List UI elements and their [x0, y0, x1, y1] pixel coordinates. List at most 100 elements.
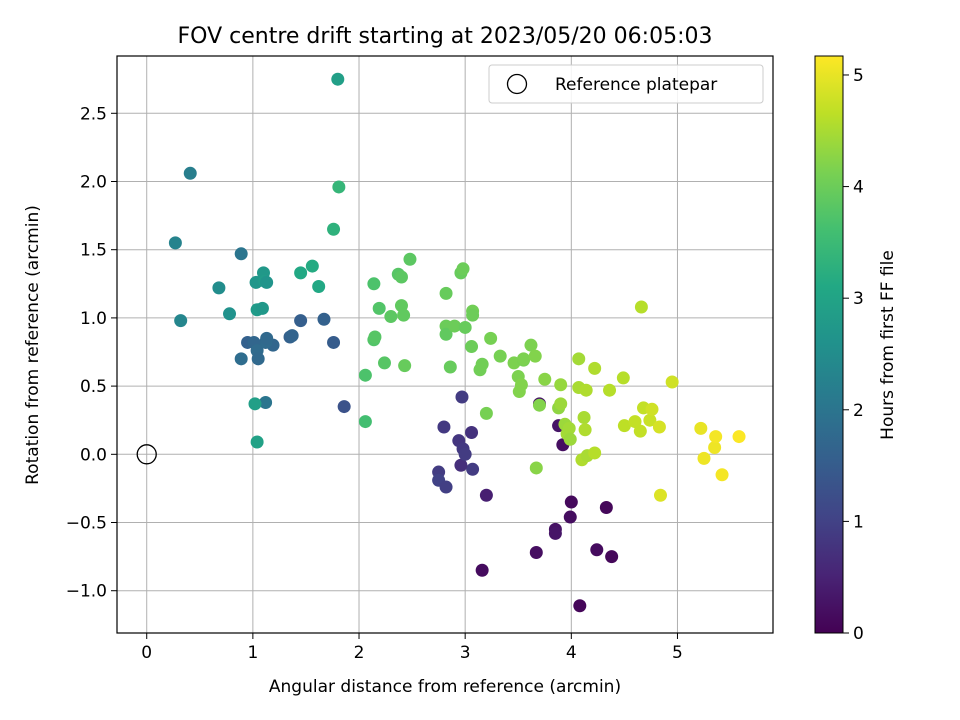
chart-title: FOV centre drift starting at 2023/05/20 … — [178, 24, 713, 49]
scatter-point — [312, 280, 326, 294]
scatter-point — [563, 432, 577, 446]
scatter-point — [732, 430, 746, 444]
colorbar-ticks: 0 1 2 3 4 5 — [843, 66, 864, 644]
scatter-point — [554, 378, 568, 392]
y-axis-label: Rotation from reference (arcmin) — [23, 205, 43, 485]
scatter-point — [327, 335, 341, 349]
x-tick-label: 3 — [460, 643, 471, 663]
scatter-point — [174, 314, 188, 328]
y-tick-label: 1.5 — [80, 241, 107, 261]
plot-frame — [116, 55, 774, 634]
scatter-point — [564, 495, 578, 509]
x-tick-label: 1 — [247, 643, 258, 663]
scatter-point — [168, 236, 182, 250]
x-tick-label: 2 — [354, 643, 365, 663]
colorbar-tick-label: 5 — [853, 66, 864, 86]
scatter-point — [562, 421, 576, 435]
scatter-point — [645, 402, 659, 416]
x-tick-label: 5 — [672, 643, 683, 663]
grid-lines — [117, 56, 773, 633]
scatter-point — [458, 320, 472, 334]
reference-layer — [136, 444, 157, 465]
scatter-point — [493, 349, 507, 363]
scatter-point — [479, 406, 493, 420]
scatter-point — [372, 301, 386, 315]
scatter-point — [448, 319, 462, 333]
scatter-point — [398, 359, 412, 373]
scatter-point — [548, 526, 562, 540]
scatter-point — [514, 378, 528, 392]
scatter-point — [439, 286, 453, 300]
scatter-point — [437, 420, 451, 434]
scatter-point — [260, 275, 274, 289]
scatter-point — [455, 390, 469, 404]
scatter-point — [259, 395, 273, 409]
scatter-point — [529, 461, 543, 475]
y-tick-label: 0.5 — [80, 377, 107, 397]
scatter-point — [617, 419, 631, 433]
scatter-point — [538, 372, 552, 386]
scatter-point — [579, 383, 593, 397]
scatter-point — [603, 383, 617, 397]
scatter-point — [715, 468, 729, 482]
scatter-point — [694, 421, 708, 435]
scatter-point — [327, 222, 341, 236]
scatter-point — [367, 277, 381, 291]
scatter-point — [397, 308, 411, 322]
scatter-point — [479, 488, 493, 502]
scatter-point — [368, 330, 382, 344]
scatter-point — [708, 440, 722, 454]
y-tick-label: 2.5 — [80, 104, 107, 124]
scatter-point — [572, 352, 586, 366]
scatter-point — [616, 371, 630, 385]
colorbar-tick-label: 0 — [853, 624, 864, 644]
scatter-point — [358, 415, 372, 429]
scatter-point — [331, 72, 345, 86]
scatter-point — [517, 352, 531, 366]
scatter-point — [653, 488, 667, 502]
scatter-point — [250, 435, 264, 449]
scatter-point — [294, 314, 308, 328]
scatter-point — [605, 550, 619, 564]
scatter-point — [465, 425, 479, 439]
scatter-point — [634, 300, 648, 314]
scatter-point — [332, 180, 346, 194]
scatter-point — [588, 361, 602, 375]
scatter-point — [285, 329, 299, 343]
scatter-point — [183, 166, 197, 180]
scatter-point — [456, 262, 470, 276]
scatter-point — [599, 501, 613, 515]
y-tick-label: −1.0 — [66, 582, 107, 602]
scatter-point — [588, 446, 602, 460]
scatter-point — [709, 430, 723, 444]
x-ticks: 0 1 2 3 4 5 — [141, 633, 683, 663]
y-tick-label: 0.0 — [80, 445, 107, 465]
colorbar: 0 1 2 3 4 5 Hours from first FF file — [814, 55, 898, 644]
scatter-point — [528, 349, 542, 363]
colorbar-label: Hours from first FF file — [878, 250, 898, 440]
scatter-point — [394, 270, 408, 284]
scatter-point — [234, 247, 248, 261]
scatter-point — [337, 400, 351, 414]
scatter-point — [643, 413, 657, 427]
scatter-point — [443, 360, 457, 374]
scatter-point — [384, 310, 398, 324]
scatter-point — [465, 340, 479, 354]
y-tick-label: −0.5 — [66, 514, 107, 534]
colorbar-gradient — [814, 55, 844, 634]
scatter-point — [532, 398, 546, 412]
colorbar-tick-label: 4 — [853, 178, 864, 198]
scatter-point — [248, 397, 262, 411]
scatter-point — [439, 327, 453, 341]
scatter-point — [484, 331, 498, 345]
legend-label: Reference platepar — [555, 75, 717, 95]
scatter-point — [251, 352, 265, 366]
x-tick-label: 0 — [141, 643, 152, 663]
scatter-point — [590, 543, 604, 557]
scatter-point — [475, 357, 489, 371]
colorbar-tick-label: 2 — [853, 401, 864, 421]
scatter-points — [168, 72, 746, 613]
scatter-point — [294, 266, 308, 280]
scatter-point — [317, 312, 331, 326]
